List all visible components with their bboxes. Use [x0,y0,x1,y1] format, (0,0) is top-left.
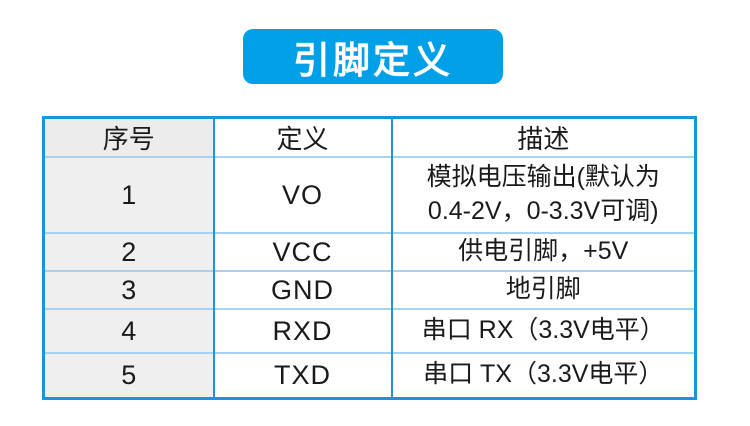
header-cell-number: 序号 [42,116,214,157]
cell-pin-description: 串口 RX（3.3V电平） [390,308,696,353]
header-cell-description: 描述 [390,116,696,157]
cell-pin-description: 模拟电压输出(默认为 0.4-2V，0-3.3V可调) [390,156,696,233]
cell-pin-definition: VO [212,156,392,233]
cell-pin-description: 串口 TX（3.3V电平） [390,352,696,398]
pin-definition-table: 序号 定义 描述 1 VO 模拟电压输出(默认为 0.4-2V，0-3.3V可调… [42,116,697,400]
table-header-row: 序号 定义 描述 [42,116,696,157]
cell-pin-definition: VCC [212,232,392,271]
table-row: 1 VO 模拟电压输出(默认为 0.4-2V，0-3.3V可调) [42,156,696,233]
cell-pin-definition: TXD [212,352,392,398]
cell-pin-number: 4 [42,308,214,353]
cell-pin-description: 供电引脚，+5V [390,232,696,271]
cell-pin-definition: RXD [212,308,392,353]
table-row: 5 TXD 串口 TX（3.3V电平） [42,352,696,398]
table-row: 3 GND 地引脚 [42,270,696,309]
cell-pin-number: 3 [42,270,214,309]
cell-pin-number: 1 [42,156,214,233]
cell-pin-description: 地引脚 [390,270,696,309]
cell-pin-definition: GND [212,270,392,309]
table-row: 2 VCC 供电引脚，+5V [42,232,696,271]
page-title-badge: 引脚定义 [243,29,503,84]
table-row: 4 RXD 串口 RX（3.3V电平） [42,308,696,353]
header-cell-definition: 定义 [212,116,392,157]
cell-pin-number: 2 [42,232,214,271]
cell-pin-number: 5 [42,352,214,398]
page-title: 引脚定义 [293,39,453,81]
